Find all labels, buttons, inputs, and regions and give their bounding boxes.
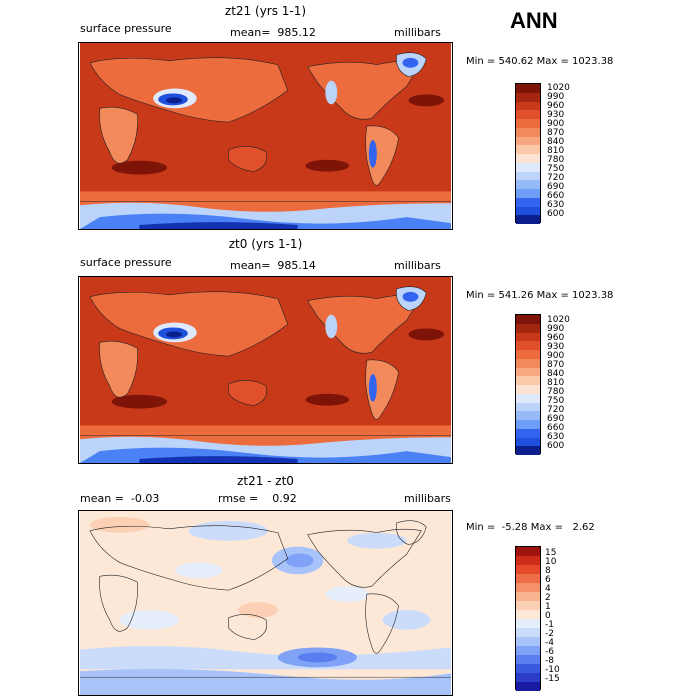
legend-level: 720 [547, 173, 565, 183]
pressure-map-top [78, 42, 453, 230]
difference-map [78, 510, 453, 696]
legend-level: -6 [545, 647, 554, 657]
legend-level: -10 [545, 665, 560, 675]
minmax-bottom: Min = -5.28 Max = 2.62 [466, 522, 595, 533]
legend-level: 990 [547, 324, 565, 334]
legend-level: 6 [545, 575, 551, 585]
rmse-label-bottom: rmse = 0.92 [218, 492, 297, 505]
legend-level: 720 [547, 405, 565, 415]
legend-level: 1020 [547, 83, 570, 93]
pressure-map-middle [78, 276, 453, 464]
legend-level: 960 [547, 333, 565, 343]
legend-level: -1 [545, 620, 554, 630]
legend-level: 990 [547, 92, 565, 102]
legend-level: 690 [547, 414, 565, 424]
legend-level: 840 [547, 137, 565, 147]
colorbar-bottom [515, 546, 541, 691]
legend-level: -4 [545, 638, 554, 648]
legend-level: 780 [547, 155, 565, 165]
colorbar-labels-middle: 1020 990 960 930 900 870 840 810 780 750… [547, 315, 587, 465]
season-header: ANN [510, 8, 558, 33]
legend-level: 4 [545, 584, 551, 594]
legend-level: 870 [547, 360, 565, 370]
legend-level: 810 [547, 378, 565, 388]
legend-level: -15 [545, 674, 560, 684]
legend-level: 600 [547, 209, 565, 219]
mean-label-top: mean= 985.12 [230, 26, 316, 39]
legend-level: 8 [545, 566, 551, 576]
panel-title-top: zt21 (yrs 1-1) [224, 4, 307, 18]
colorbar-top [515, 83, 541, 224]
minmax-middle: Min = 541.26 Max = 1023.38 [466, 290, 614, 301]
legend-level: -2 [545, 629, 554, 639]
legend-level: 810 [547, 146, 565, 156]
legend-level: 870 [547, 128, 565, 138]
variable-label-middle: surface pressure [80, 256, 172, 269]
variable-label-top: surface pressure [80, 22, 172, 35]
legend-level: 690 [547, 182, 565, 192]
legend-level: 900 [547, 351, 565, 361]
legend-level: 1020 [547, 315, 570, 325]
mean-label-middle: mean= 985.14 [230, 259, 316, 272]
legend-level: 780 [547, 387, 565, 397]
legend-level: 15 [545, 548, 557, 558]
legend-level: -8 [545, 656, 554, 666]
legend-level: 600 [547, 441, 565, 451]
legend-level: 2 [545, 593, 551, 603]
mean-label-bottom: mean = -0.03 [80, 492, 160, 505]
units-label-top: millibars [394, 26, 441, 39]
colorbar-labels-top: 1020 990 960 930 900 870 840 810 780 750… [547, 83, 587, 233]
legend-level: 10 [545, 557, 557, 567]
legend-level: 930 [547, 342, 565, 352]
units-label-bottom: millibars [404, 492, 451, 505]
legend-level: 750 [547, 164, 565, 174]
legend-level: 840 [547, 369, 565, 379]
legend-level: 930 [547, 110, 565, 120]
colorbar-labels-bottom: 15 10 8 6 4 2 1 0 -1 -2 -4 -6 -8 -10 -15 [545, 548, 585, 698]
panel-title-middle: zt0 (yrs 1-1) [228, 237, 303, 251]
legend-level: 630 [547, 200, 565, 210]
legend-level: 660 [547, 191, 565, 201]
legend-level: 1 [545, 602, 551, 612]
legend-level: 900 [547, 119, 565, 129]
legend-level: 660 [547, 423, 565, 433]
legend-level: 750 [547, 396, 565, 406]
panel-title-bottom: zt21 - zt0 [237, 474, 294, 488]
colorbar-middle [515, 314, 541, 455]
legend-level: 960 [547, 101, 565, 111]
legend-level: 0 [545, 611, 551, 621]
legend-level: 630 [547, 432, 565, 442]
units-label-middle: millibars [394, 259, 441, 272]
minmax-top: Min = 540.62 Max = 1023.38 [466, 56, 614, 67]
